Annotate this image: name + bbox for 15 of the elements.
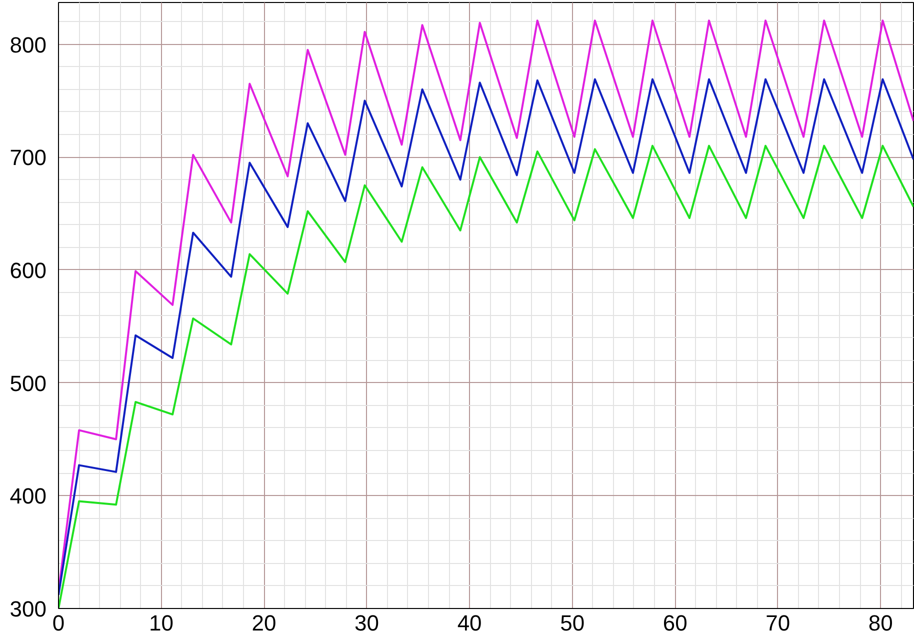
y-tick-label: 600	[10, 258, 47, 283]
x-tick-label: 80	[868, 610, 893, 636]
x-tick-label: 50	[560, 610, 585, 636]
x-tick-label: 70	[766, 610, 790, 636]
y-tick-label: 300	[10, 596, 47, 622]
x-tick-label: 30	[354, 610, 380, 636]
y-tick-label: 700	[10, 145, 47, 170]
x-tick-label: 20	[252, 610, 276, 636]
y-tick-label: 500	[10, 370, 47, 396]
y-tick-label: 400	[10, 484, 47, 509]
x-tick-label: 40	[457, 610, 482, 636]
x-tick-label: 10	[149, 610, 174, 636]
x-tick-label: 60	[662, 610, 688, 636]
x-tick-label: 0	[52, 610, 65, 636]
y-tick-label: 800	[10, 32, 47, 58]
